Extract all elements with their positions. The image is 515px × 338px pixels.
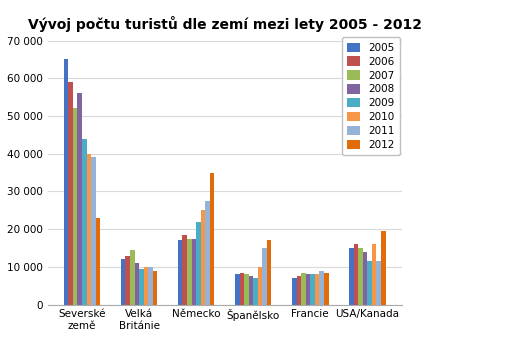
Bar: [262, 248, 267, 305]
Bar: [306, 274, 310, 305]
Bar: [297, 276, 301, 305]
Bar: [267, 240, 271, 305]
Bar: [324, 272, 329, 305]
Bar: [130, 250, 134, 305]
Bar: [64, 59, 68, 305]
Bar: [381, 231, 386, 305]
Bar: [91, 158, 96, 305]
Bar: [363, 252, 367, 305]
Bar: [196, 222, 201, 305]
Bar: [310, 274, 315, 305]
Bar: [301, 272, 306, 305]
Bar: [178, 240, 182, 305]
Bar: [249, 276, 253, 305]
Bar: [187, 239, 192, 305]
Bar: [210, 173, 214, 305]
Bar: [125, 256, 130, 305]
Bar: [134, 263, 139, 305]
Bar: [319, 271, 324, 305]
Bar: [244, 274, 249, 305]
Bar: [349, 248, 354, 305]
Bar: [68, 82, 73, 305]
Bar: [148, 267, 153, 305]
Bar: [87, 154, 91, 305]
Bar: [205, 201, 210, 305]
Bar: [372, 244, 376, 305]
Bar: [73, 108, 77, 305]
Bar: [376, 261, 381, 305]
Bar: [253, 278, 258, 305]
Bar: [315, 274, 319, 305]
Bar: [192, 239, 196, 305]
Bar: [139, 269, 144, 305]
Title: Vývoj počtu turistů dle zemí mezi lety 2005 - 2012: Vývoj počtu turistů dle zemí mezi lety 2…: [28, 17, 422, 32]
Bar: [82, 139, 87, 305]
Bar: [121, 259, 125, 305]
Bar: [201, 210, 205, 305]
Bar: [235, 274, 239, 305]
Bar: [182, 235, 187, 305]
Bar: [144, 267, 148, 305]
Bar: [258, 267, 262, 305]
Bar: [96, 218, 100, 305]
Bar: [77, 93, 82, 305]
Bar: [367, 261, 372, 305]
Legend: 2005, 2006, 2007, 2008, 2009, 2010, 2011, 2012: 2005, 2006, 2007, 2008, 2009, 2010, 2011…: [342, 38, 400, 155]
Bar: [239, 272, 244, 305]
Bar: [153, 271, 158, 305]
Bar: [358, 248, 363, 305]
Bar: [292, 278, 297, 305]
Bar: [354, 244, 358, 305]
